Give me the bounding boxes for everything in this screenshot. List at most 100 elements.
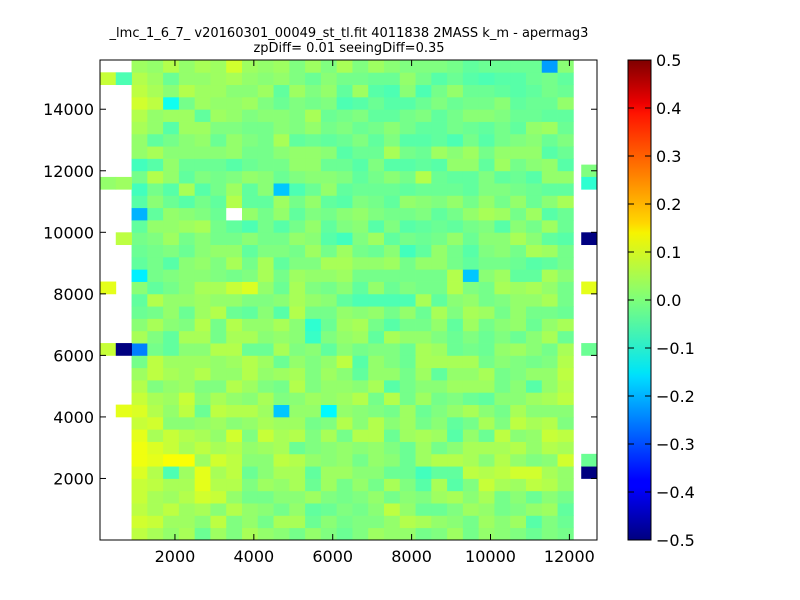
- heatmap-cell: [131, 96, 148, 110]
- heatmap-cell: [131, 133, 148, 147]
- heatmap-cell: [226, 109, 243, 122]
- heatmap-cell: [352, 490, 369, 504]
- heatmap-cell: [289, 60, 306, 73]
- heatmap-cell: [178, 232, 196, 246]
- heatmap-cell: [368, 367, 385, 381]
- heatmap-cell: [305, 158, 322, 172]
- heatmap-cell: [431, 367, 448, 381]
- heatmap-cell: [194, 220, 211, 233]
- heatmap-cell: [242, 244, 259, 258]
- heatmap-cell: [242, 232, 259, 246]
- heatmap-cell: [242, 503, 259, 516]
- heatmap-cell: [384, 404, 401, 418]
- heatmap-cell: [447, 355, 464, 369]
- heatmap-cell: [494, 96, 511, 110]
- heatmap-cell: [447, 293, 464, 307]
- heatmap-cell: [447, 207, 464, 221]
- heatmap-cell: [399, 306, 416, 319]
- heatmap-cell: [226, 146, 243, 159]
- heatmap-cell: [415, 330, 432, 344]
- heatmap-cell: [478, 170, 495, 184]
- heatmap-cell: [131, 429, 148, 442]
- heatmap-cell: [541, 490, 558, 504]
- heatmap-cell: [320, 269, 338, 282]
- heatmap-cell: [352, 220, 369, 233]
- heatmap-cell: [431, 269, 448, 282]
- heatmap-cell: [242, 478, 259, 492]
- heatmap-cell: [494, 60, 511, 73]
- heatmap-cell: [147, 269, 164, 282]
- heatmap-cell: [557, 269, 574, 282]
- heatmap-cell: [447, 244, 464, 258]
- heatmap-cell: [431, 133, 448, 147]
- heatmap-cell: [510, 96, 527, 110]
- heatmap-cell: [336, 503, 353, 516]
- heatmap-cell: [541, 367, 558, 381]
- heatmap-cell: [226, 158, 243, 172]
- heatmap-cell: [368, 306, 385, 319]
- heatmap-cell: [368, 84, 385, 98]
- heatmap-cell: [541, 318, 558, 332]
- heatmap-cell-edge: [581, 453, 598, 467]
- heatmap-cell: [447, 490, 464, 504]
- heatmap-cell: [178, 503, 196, 516]
- heatmap-cell: [368, 170, 385, 184]
- heatmap-cell: [289, 466, 306, 479]
- heatmap-cell: [226, 220, 243, 233]
- heatmap-cell: [494, 306, 511, 319]
- heatmap-cell: [210, 72, 227, 86]
- heatmap-cell: [510, 195, 527, 209]
- heatmap-cell: [131, 269, 148, 282]
- heatmap-cell: [431, 490, 448, 504]
- heatmap-cell: [320, 72, 338, 86]
- heatmap-cell: [384, 109, 401, 122]
- heatmap-cell: [526, 207, 543, 221]
- heatmap-cell: [399, 515, 416, 529]
- heatmap-cell: [352, 96, 369, 110]
- heatmap-cell: [526, 170, 543, 184]
- heatmap-cell: [336, 60, 353, 73]
- heatmap-cell: [336, 232, 353, 246]
- heatmap-cell: [320, 478, 338, 492]
- heatmap-cell: [336, 306, 353, 319]
- heatmap-cell: [336, 195, 353, 209]
- plot-area: 2000 4000 6000 8000 10000 12000 2000 4000 6000 80…: [43, 59, 598, 566]
- colorbar-tick-label: 0.5: [656, 51, 681, 70]
- heatmap-cell: [384, 183, 401, 196]
- heatmap-cell: [273, 133, 290, 147]
- heatmap-cell: [257, 330, 274, 344]
- heatmap-cell: [462, 527, 480, 541]
- heatmap-cell: [431, 84, 448, 98]
- heatmap-cell: [368, 404, 385, 418]
- heatmap-cell: [336, 515, 353, 529]
- heatmap-cell: [399, 416, 416, 430]
- heatmap-cell: [510, 515, 527, 529]
- heatmap-cell: [163, 183, 180, 196]
- heatmap-cell: [289, 183, 306, 196]
- heatmap-cell: [336, 330, 353, 344]
- heatmap-cell: [384, 466, 401, 479]
- heatmap-cell: [131, 318, 148, 332]
- heatmap-cell: [320, 306, 338, 319]
- heatmap-cell: [289, 515, 306, 529]
- heatmap-cell: [431, 416, 448, 430]
- heatmap-cell: [194, 330, 211, 344]
- heatmap-cell: [273, 232, 290, 246]
- heatmap-cell: [494, 416, 511, 430]
- heatmap-cell: [557, 343, 574, 356]
- heatmap-cell: [163, 416, 180, 430]
- heatmap-cell: [273, 109, 290, 122]
- heatmap-cell: [526, 84, 543, 98]
- heatmap-cell: [257, 256, 274, 270]
- heatmap-cell: [163, 256, 180, 270]
- heatmap-cell: [131, 392, 148, 406]
- heatmap-cell: [510, 183, 527, 196]
- heatmap-cell: [526, 293, 543, 307]
- heatmap-cell: [557, 429, 574, 442]
- heatmap-cell: [352, 281, 369, 295]
- heatmap-cells: [100, 60, 598, 541]
- heatmap-cell: [320, 109, 338, 122]
- heatmap-cell: [147, 453, 164, 467]
- heatmap-cell: [526, 330, 543, 344]
- heatmap-cell: [273, 121, 290, 135]
